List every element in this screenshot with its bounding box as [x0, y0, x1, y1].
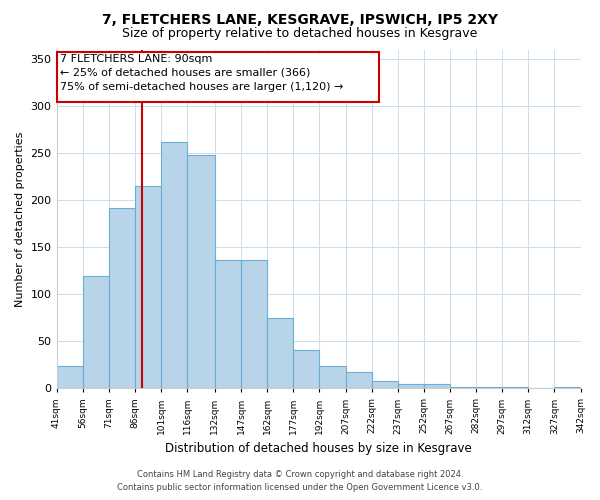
Text: Contains HM Land Registry data © Crown copyright and database right 2024.
Contai: Contains HM Land Registry data © Crown c… [118, 470, 482, 492]
Bar [241, 260, 267, 388]
Bar [346, 372, 371, 388]
Text: 7 FLETCHERS LANE: 90sqm
← 25% of detached houses are smaller (366)
75% of semi-d: 7 FLETCHERS LANE: 90sqm ← 25% of detache… [60, 54, 343, 92]
X-axis label: Distribution of detached houses by size in Kesgrave: Distribution of detached houses by size … [165, 442, 472, 455]
Text: Size of property relative to detached houses in Kesgrave: Size of property relative to detached ho… [122, 28, 478, 40]
Y-axis label: Number of detached properties: Number of detached properties [15, 132, 25, 307]
Bar [319, 366, 346, 388]
Bar [135, 186, 161, 388]
Bar [56, 366, 83, 388]
Bar [398, 384, 424, 388]
Bar [267, 318, 293, 388]
Bar [56, 52, 379, 102]
Bar [109, 208, 135, 388]
Bar [293, 350, 319, 389]
Text: 7, FLETCHERS LANE, KESGRAVE, IPSWICH, IP5 2XY: 7, FLETCHERS LANE, KESGRAVE, IPSWICH, IP… [102, 12, 498, 26]
Bar [187, 155, 215, 388]
Bar [424, 384, 450, 388]
Bar [215, 260, 241, 388]
Bar [83, 276, 109, 388]
Bar [161, 142, 187, 388]
Bar [371, 380, 398, 388]
